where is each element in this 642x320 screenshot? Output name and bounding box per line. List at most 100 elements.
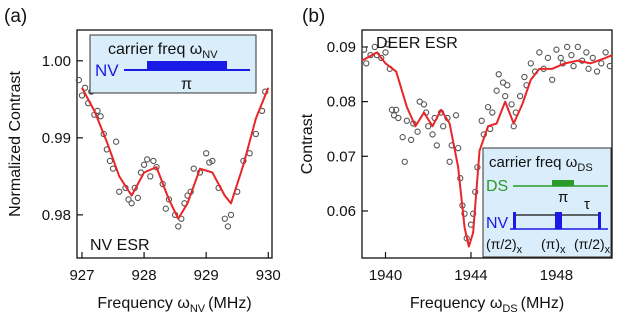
inset-title-text: carrier freq ω [489,154,578,171]
pulse-label-text: (π/2) [486,236,517,252]
inset-title-text: carrier freq ω [108,41,202,58]
data-point [508,101,515,108]
panel-label: (a) [4,6,27,27]
plot-frame [76,29,273,259]
data-point [401,158,408,165]
data-point [395,114,402,122]
data-point [504,82,511,89]
inset-title-subscript: NV [202,49,218,61]
data-point [360,46,368,53]
data-point [175,223,182,230]
data-point [489,109,496,116]
data-point [384,41,391,48]
data-point [544,54,552,62]
data-point [557,54,564,62]
data-point [583,49,590,56]
data-point [493,87,500,94]
x-axis-label-subscript: DS [502,303,517,315]
x-tick-label: 927 [69,267,94,284]
inset-channel: NV [486,215,509,232]
pulse-label-subscript: x [605,244,611,256]
pulse-label-text: (π/2) [574,236,605,252]
data-point [433,142,440,149]
panel-label: (b) [302,6,325,27]
x-tick-label: 1948 [540,267,573,284]
data-point [227,211,235,219]
x-axis-label-text: Frequency ω [97,295,190,312]
data-point [589,54,596,62]
data-point [440,123,447,130]
fit-line [81,87,270,220]
data-point [382,49,389,56]
data-point [461,210,468,217]
x-tick-label: 928 [132,267,157,284]
data-point [116,188,123,195]
pulse-label-subscript: x [517,244,523,256]
data-point [602,49,609,56]
annotation: NV ESR [90,237,150,254]
data-point [363,60,370,67]
data-point [209,157,216,165]
data-point [203,150,210,157]
x-axis-label-subscript: NV [190,303,206,315]
inset-title: carrier freq ωNV [108,41,218,61]
data-point [527,60,534,67]
plot: 1940 1944 1948 0.06 0.07 0.08 0.09 DEER ESR Cont… [299,29,614,315]
data-point [190,165,197,172]
y-axis-label: Contrast [299,113,316,174]
data-point [128,200,135,207]
pulse-label: (π)x [541,236,566,256]
y-tick-label: 0.98 [42,207,71,224]
y-tick-label: 0.06 [327,203,356,220]
y-tick-label: 0.07 [327,148,356,165]
data-point [598,60,605,67]
pulse [552,180,574,186]
data-point [106,157,114,165]
data-point [452,112,460,119]
data-point [420,101,428,108]
data-point [399,134,406,141]
data-point [378,54,385,62]
data-point [484,103,492,111]
x-tick-label: 929 [194,267,219,284]
data-point [147,173,154,180]
inset-channel: NV [95,61,119,80]
data-point [495,71,502,78]
pulse [147,61,227,70]
fit-line [361,51,613,248]
plot-frame [361,29,613,259]
inset-a: carrier freq ωNV NV π [89,34,257,94]
data-point [221,215,228,222]
data-point [388,106,396,113]
inset-channel: DS [486,178,508,195]
data-point [416,98,423,105]
data-point [407,136,415,144]
pulse [555,212,562,229]
data-point [593,68,601,75]
inset-title-subscript: DS [577,162,592,174]
plot: 927 928 929 930 0.98 0.99 1.00 NV ESR Normalized… [7,29,281,315]
data-point [162,205,169,212]
data-point [469,210,477,217]
data-point [134,194,142,202]
data-point [499,79,507,86]
pulse-label-text: (π) [541,236,560,252]
data-point [478,117,485,124]
data-point [502,93,509,100]
pulse-label: (π/2)x [486,236,523,256]
y-axis-label: Normalized Contrast [7,71,24,217]
data-point [78,92,86,99]
data-point [97,113,104,120]
inset-b: carrier freq ωDS DS π NV τ (π/2)x (π)x (… [482,147,612,258]
x-tick-label: 1940 [369,267,402,284]
y-tick-label: 1.00 [42,53,71,70]
data-point [252,130,260,138]
annotation: DEER ESR [376,35,458,52]
data-point [429,131,436,138]
y-tick-label: 0.99 [42,130,71,147]
x-axis-label-unit: (MHz) [208,295,252,312]
data-point [521,73,528,81]
x-axis-label-text: Frequency ω [410,295,503,312]
x-axis-label: Frequency ωDS (MHz) [410,295,564,315]
data-point [206,159,213,166]
